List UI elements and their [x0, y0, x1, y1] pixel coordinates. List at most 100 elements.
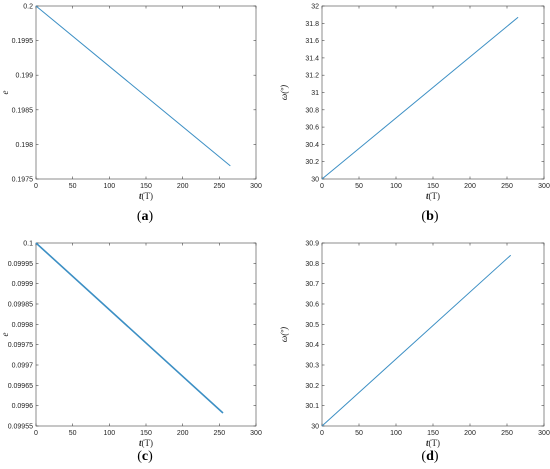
y-tick-label: 30.3 [305, 363, 319, 370]
y-axis-label: e [0, 91, 10, 95]
x-tick-label: 0 [34, 430, 38, 437]
y-tick-label: 0.0996 [12, 403, 34, 410]
x-axis-label-var: t [426, 191, 429, 201]
y-tick-label: 30.1 [305, 403, 319, 410]
x-tick-label: 200 [464, 430, 476, 437]
series-line [321, 254, 512, 427]
y-tick-label: 0.09965 [8, 383, 33, 390]
y-tick-label: 30.7 [305, 281, 319, 288]
x-tick-label: 250 [213, 430, 225, 437]
x-axis-label-var: t [139, 191, 142, 201]
x-tick-label: 50 [69, 183, 77, 190]
chart-d: 0 50 100 150 200 250 300 30 30.1 30.2 30.3 30.4 30.5… [279, 241, 550, 449]
y-tick-label: 0.0999 [12, 281, 34, 288]
series-line [321, 16, 519, 180]
x-tick-label: 0 [320, 430, 324, 437]
y-tick-label: 0.199 [15, 73, 33, 80]
y-tick-label: 31.6 [305, 38, 319, 45]
x-tick-label: 150 [140, 430, 152, 437]
x-tick-label: 50 [355, 183, 363, 190]
x-tick-label: 250 [501, 183, 513, 190]
y-tick-label: 30.6 [305, 125, 319, 132]
y-tick-label: 0.198 [15, 142, 33, 149]
x-axis-label-unit: (T) [429, 438, 441, 448]
series-line [35, 242, 224, 414]
x-tick-label: 300 [250, 183, 262, 190]
x-tick-label: 0 [320, 183, 324, 190]
y-tick-label: 31.8 [305, 21, 319, 28]
y-tick-label: 30 [311, 424, 319, 431]
y-tick-label: 0.1985 [12, 107, 34, 114]
plot-area-frame [321, 242, 545, 427]
x-tick-label: 100 [390, 183, 402, 190]
plot-area-frame [321, 5, 545, 180]
chart-c: 0 50 100 150 200 250 300 0.09955 0.0996 0.09965 0.… [0, 241, 262, 449]
y-tick-label: 31 [311, 90, 319, 97]
x-tick-label: 50 [69, 430, 77, 437]
caption-c: (c) [137, 449, 153, 464]
x-tick-label: 150 [427, 430, 439, 437]
y-tick-label: 0.09985 [8, 302, 33, 309]
chart-b: 0 50 100 150 200 250 300 30 30.2 30.4 30.6 30.8 31 31… [279, 4, 550, 202]
chart-panel-c: 0 50 100 150 200 250 300 0.09955 0.0996 0.09965 0.… [0, 234, 275, 469]
x-tick-label: 100 [103, 183, 115, 190]
x-tick-label: 150 [140, 183, 152, 190]
y-tick-label: 0.09995 [8, 261, 33, 268]
caption-b: (b) [421, 209, 439, 224]
y-tick-label: 0.1995 [12, 38, 34, 45]
x-tick-label: 300 [538, 183, 550, 190]
x-tick-label: 100 [390, 430, 402, 437]
x-axis-label-unit: (T) [142, 438, 154, 448]
y-tick-label: 30 [311, 177, 319, 184]
y-tick-label: 30.8 [305, 261, 319, 268]
y-tick-label: 30.8 [305, 107, 319, 114]
y-tick-label: 31.2 [305, 73, 319, 80]
x-tick-label: 250 [213, 183, 225, 190]
chart-panel-b: 0 50 100 150 200 250 300 30 30.2 30.4 30.6 30.8 31 31… [275, 0, 550, 234]
y-tick-label: 30.6 [305, 302, 319, 309]
x-axis-label-unit: (T) [429, 191, 441, 201]
x-axis-label: t(T) [426, 438, 440, 448]
x-axis-label: t(T) [426, 191, 440, 201]
x-tick-label: 150 [427, 183, 439, 190]
y-tick-label: 30.2 [305, 383, 319, 390]
plot-area-frame [35, 5, 257, 180]
y-tick-label: 30.2 [305, 159, 319, 166]
y-tick-label: 0.09955 [8, 424, 33, 431]
y-tick-label: 0.1 [23, 241, 33, 248]
y-tick-label: 32 [311, 4, 319, 11]
x-tick-label: 200 [464, 183, 476, 190]
series-line [35, 5, 231, 167]
chart-panel-a: 0 50 100 150 200 250 300 0.1975 0.198 0.1985 0.199… [0, 0, 275, 234]
x-axis-label: t(T) [139, 438, 153, 448]
y-tick-label: 31.4 [305, 55, 319, 62]
y-tick-label: 0.1975 [12, 177, 34, 184]
x-axis-label-unit: (T) [142, 191, 154, 201]
caption-a: (a) [136, 209, 154, 224]
plot-area-frame [35, 242, 257, 427]
y-axis-label: ω(º) [279, 85, 289, 100]
y-tick-label: 30.4 [305, 142, 319, 149]
x-tick-label: 300 [250, 430, 262, 437]
x-tick-label: 300 [538, 430, 550, 437]
y-tick-label: 30.9 [305, 241, 319, 248]
x-tick-label: 250 [501, 430, 513, 437]
x-tick-label: 0 [34, 183, 38, 190]
y-axis-label: ω(º) [279, 327, 289, 342]
chart-a: 0 50 100 150 200 250 300 0.1975 0.198 0.1985 0.199… [0, 4, 262, 202]
chart-panel-d: 0 50 100 150 200 250 300 30 30.1 30.2 30.3 30.4 30.5… [275, 234, 550, 469]
y-tick-label: 30.4 [305, 342, 319, 349]
x-tick-label: 100 [103, 430, 115, 437]
y-tick-label: 0.2 [23, 4, 33, 11]
x-tick-label: 200 [177, 183, 189, 190]
y-axis-label: e [0, 333, 10, 337]
x-axis-label-var: t [426, 438, 429, 448]
y-tick-label: 0.0997 [12, 363, 34, 370]
y-tick-label: 30.5 [305, 322, 319, 329]
caption-d: (d) [421, 449, 439, 464]
x-axis-label-var: t [139, 438, 142, 448]
y-tick-label: 0.09975 [8, 342, 33, 349]
y-tick-label: 0.0998 [12, 322, 34, 329]
x-tick-label: 50 [355, 430, 363, 437]
x-axis-label: t(T) [139, 191, 153, 201]
